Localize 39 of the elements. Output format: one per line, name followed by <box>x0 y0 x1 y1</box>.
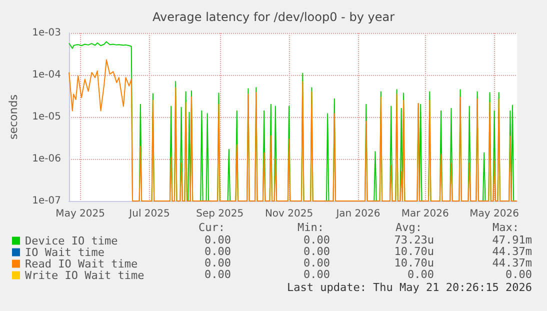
text: 0.00 <box>204 268 232 281</box>
x-tick-label: Mar 2026 <box>401 208 449 220</box>
text: 0.00 <box>204 245 232 258</box>
text: Cur: <box>198 221 226 234</box>
text: Min: <box>298 221 324 234</box>
legend-label: IO Wait time <box>25 246 104 259</box>
y-tick-label: 1e-03 <box>32 28 61 38</box>
x-tick-label: Jul 2025 <box>128 208 170 220</box>
legend-label: Read IO Wait time <box>25 257 138 270</box>
text: 0.00 <box>304 268 330 281</box>
text: 44.37m <box>492 256 532 270</box>
text: 0.00 <box>304 245 330 258</box>
text: 0.00 <box>506 268 532 281</box>
x-tick-label: Jan 2026 <box>335 208 380 220</box>
text: 0.00 <box>304 234 330 246</box>
text: 44.37m <box>492 245 532 258</box>
text: Max: <box>492 221 520 234</box>
text: 0.00 <box>408 268 434 281</box>
text: Avg: <box>396 221 422 234</box>
text: 73.23u <box>394 234 434 246</box>
y-axis-title: seconds <box>7 94 20 140</box>
text: 0.00 <box>204 234 232 246</box>
legend-label: Device IO time <box>25 234 118 248</box>
legend-label: Write IO Wait time <box>25 268 144 282</box>
text: 10.70u <box>394 256 434 270</box>
x-tick-label: Sep 2025 <box>196 208 244 220</box>
text: 10.70u <box>394 245 434 258</box>
text: Last update: Thu May 21 20:26:15 2026 <box>286 281 532 294</box>
y-tick-label: 1e-05 <box>32 112 61 122</box>
text: 0.00 <box>204 256 232 270</box>
text: 0.00 <box>304 256 330 270</box>
y-tick-label: 1e-06 <box>32 154 61 164</box>
x-tick-label: May 2026 <box>470 208 519 220</box>
x-tick-label: May 2025 <box>56 208 105 220</box>
text: 47.91m <box>492 234 532 246</box>
x-tick-label: Nov 2025 <box>264 208 314 220</box>
y-tick-label: 1e-07 <box>32 196 61 206</box>
y-tick-label: 1e-04 <box>32 70 61 80</box>
chart-title: Average latency for /dev/loop0 - by year <box>152 10 395 24</box>
